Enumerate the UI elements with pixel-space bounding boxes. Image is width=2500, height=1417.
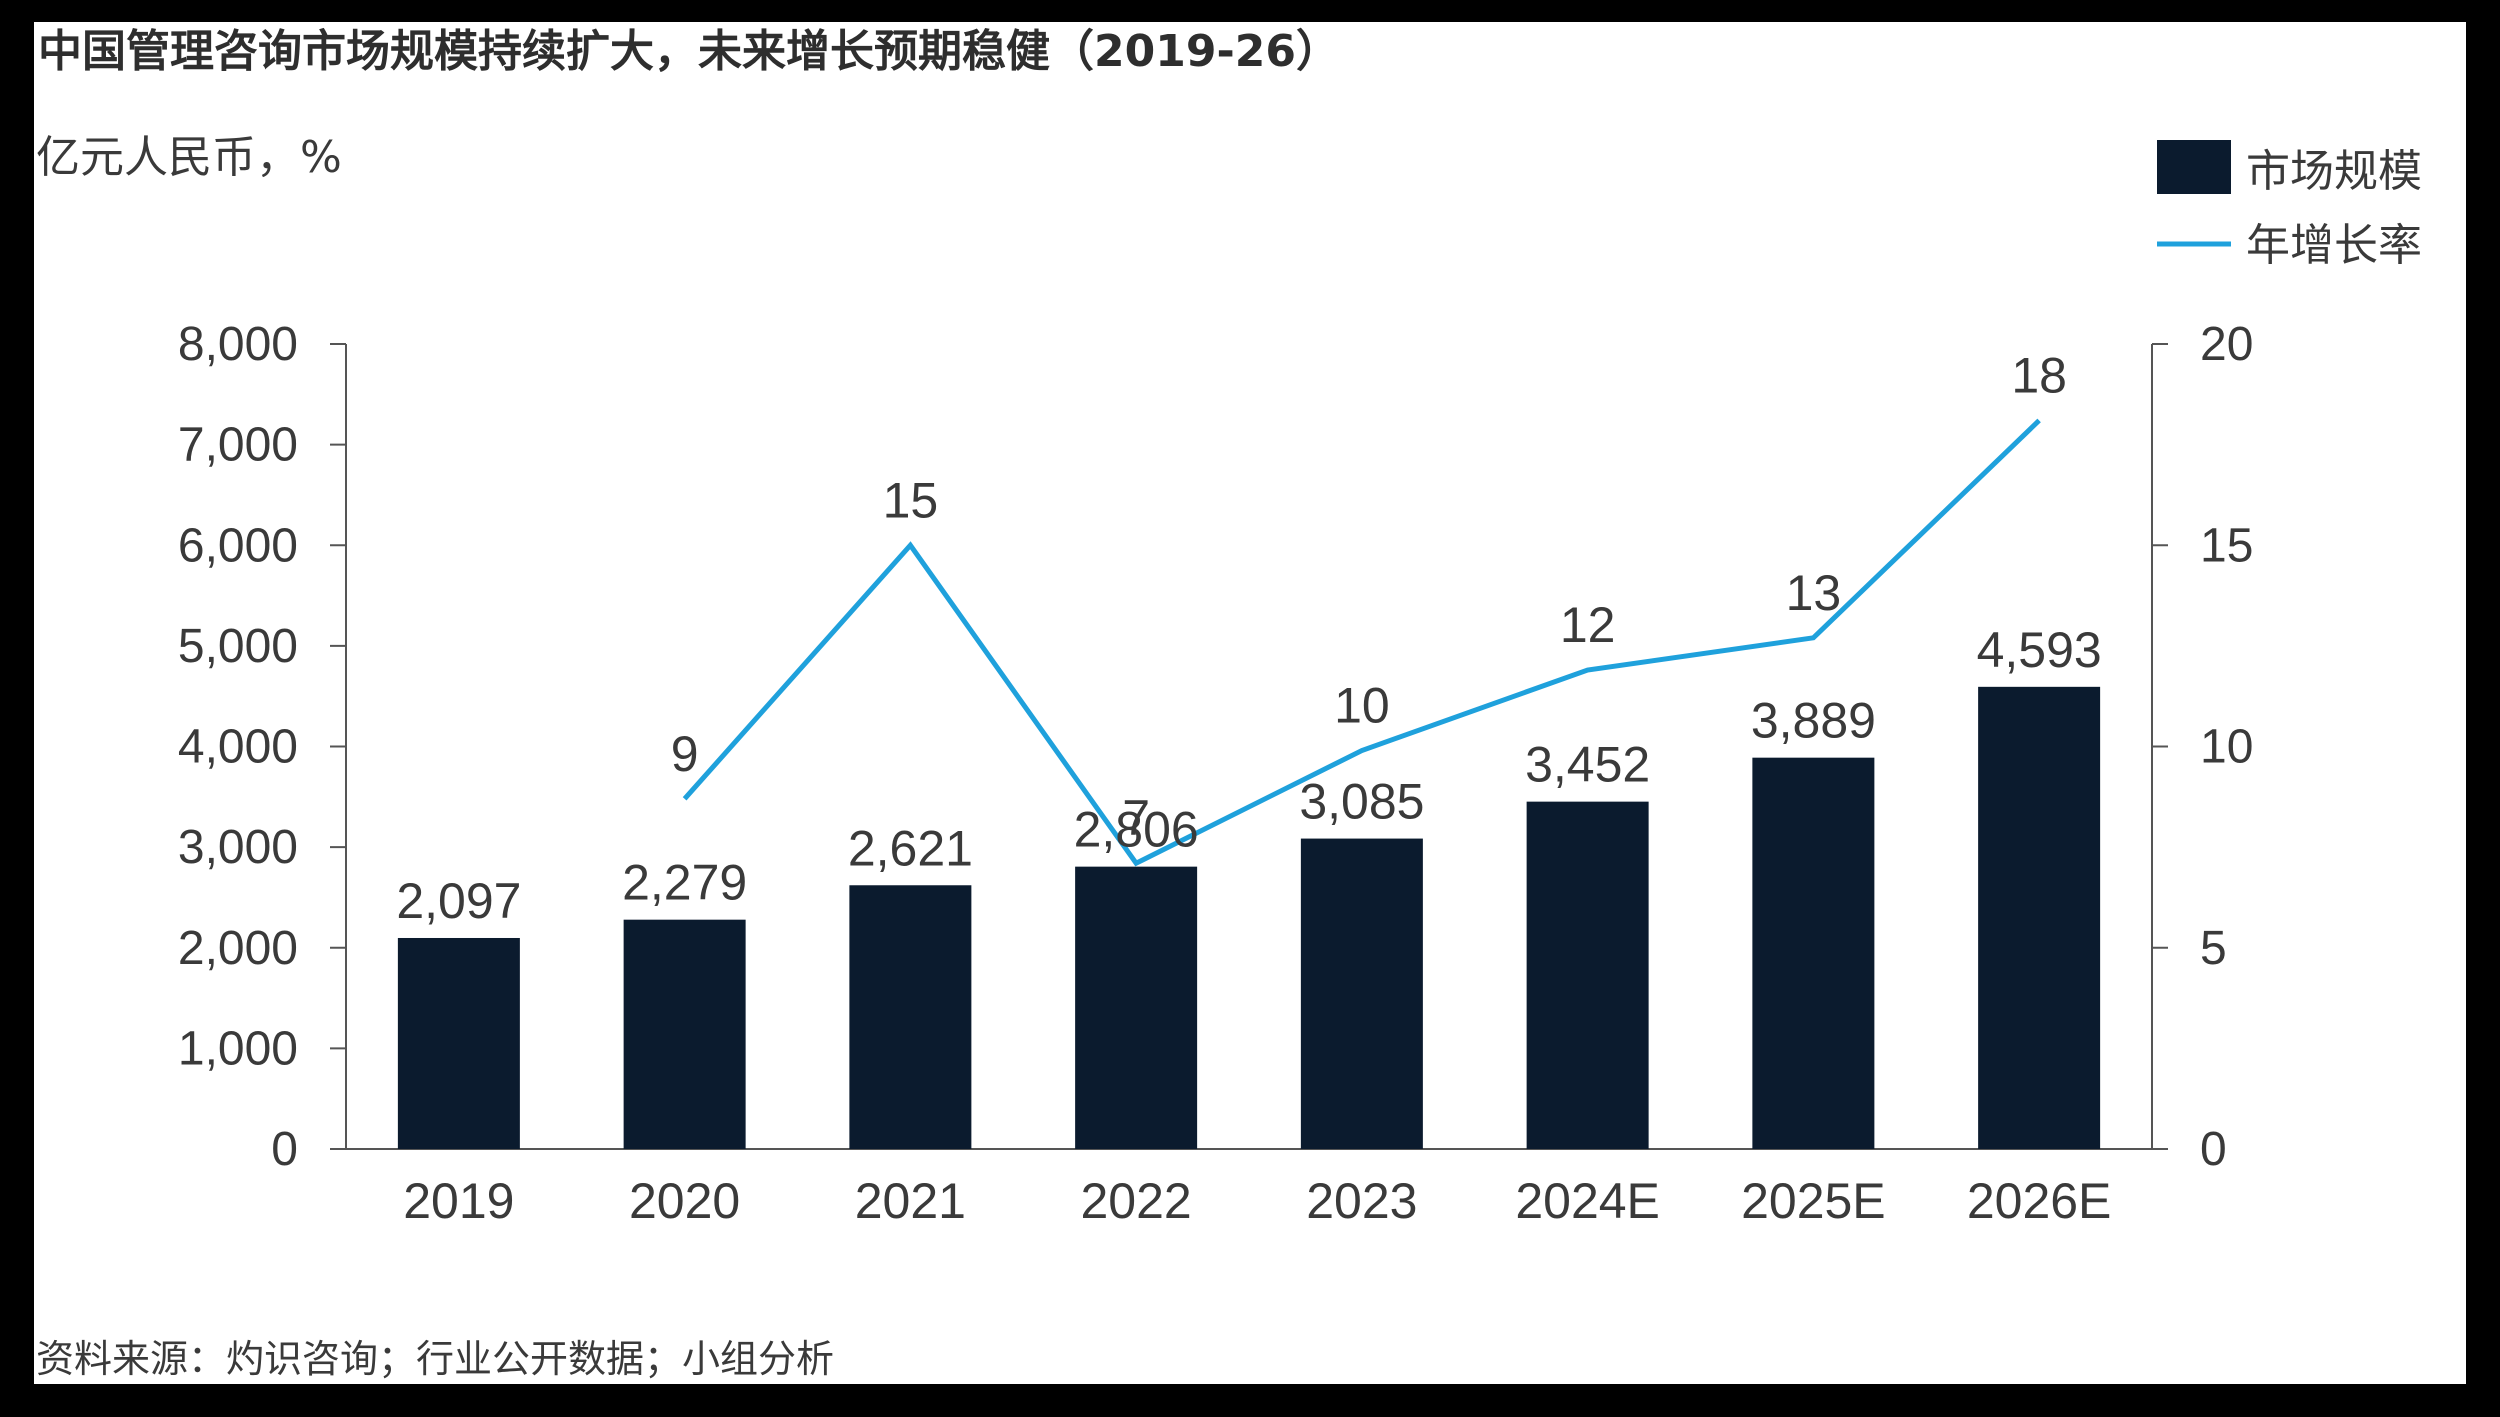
bar-value-label: 3,452: [1525, 737, 1650, 793]
growth-value-label: 18: [2011, 347, 2067, 403]
x-tick-label: 2022: [1081, 1173, 1192, 1229]
bar: [397, 937, 520, 1149]
y-left-tick-label: 4,000: [178, 721, 298, 774]
y-left-tick-label: 0: [271, 1123, 298, 1176]
bar: [1300, 838, 1423, 1149]
x-tick-label: 2020: [629, 1173, 740, 1229]
growth-line: [682, 418, 2041, 867]
chart-title: 中国管理咨询市场规模持续扩大，未来增长预期稳健（2019-26）: [38, 26, 1340, 77]
axes: 0 1,000 2,000 3,000 4,000 5,000 6,000 7,000 8,00…: [178, 318, 2254, 1229]
bar: [1978, 686, 2101, 1149]
growth-line-series: [682, 418, 2041, 867]
bar-value-label: 2,097: [396, 873, 521, 929]
x-tick-label: 2023: [1306, 1173, 1417, 1229]
bar-value-label: 4,593: [1977, 622, 2102, 678]
x-tick-label: 2019: [403, 1173, 514, 1229]
y-left-tick-label: 1,000: [178, 1022, 298, 1075]
bar-value-label: 2,279: [622, 855, 747, 911]
y-left-tick-label: 2,000: [178, 922, 298, 975]
y-left-tick-label: 3,000: [178, 821, 298, 874]
y-left-tick-label: 8,000: [178, 318, 298, 371]
bar-value-label: 2,806: [1074, 802, 1199, 858]
x-tick-label: 2024E: [1515, 1173, 1660, 1229]
y-right-tick-label: 0: [2200, 1123, 2227, 1176]
legend-bar-swatch: [2157, 140, 2231, 194]
growth-value-label: 12: [1560, 597, 1616, 653]
y-right-tick-label: 5: [2200, 922, 2227, 975]
bar: [849, 885, 972, 1149]
source-note: 资料来源：灼识咨询；行业公开数据；小组分析: [36, 1337, 834, 1381]
bar-value-label: 3,889: [1751, 693, 1876, 749]
chart: 中国管理咨询市场规模持续扩大，未来增长预期稳健（2019-26） 亿元人民币，%…: [36, 26, 2422, 1381]
bar-value-label: 2,621: [848, 820, 973, 876]
x-tick-label: 2026E: [1967, 1173, 2112, 1229]
legend-bar-label: 市场规模: [2246, 146, 2422, 197]
bar: [623, 919, 746, 1149]
y-right-tick-label: 10: [2200, 721, 2253, 774]
units-label: 亿元人民币，%: [36, 132, 342, 183]
growth-value-label: 9: [671, 726, 699, 782]
bar: [1752, 757, 1875, 1149]
growth-value-label: 13: [1786, 565, 1842, 621]
y-left-tick-label: 6,000: [178, 519, 298, 572]
growth-value-label: 10: [1334, 678, 1390, 734]
bar-series: [397, 686, 2101, 1149]
y-left-tick-label: 5,000: [178, 620, 298, 673]
growth-value-label: 15: [883, 472, 939, 528]
data-labels: 2,097 2,279 2,621 2,806 3,085 3,452 3,889 4,593…: [396, 347, 2101, 929]
bar-value-label: 3,085: [1299, 774, 1424, 830]
y-left-tick-label: 7,000: [178, 419, 298, 472]
x-tick-label: 2025E: [1741, 1173, 1886, 1229]
x-tick-label: 2021: [855, 1173, 966, 1229]
y-right-tick-label: 15: [2200, 519, 2253, 572]
y-right-tick-label: 20: [2200, 318, 2253, 371]
chart-card: 中国管理咨询市场规模持续扩大，未来增长预期稳健（2019-26） 亿元人民币，%…: [34, 22, 2466, 1384]
bar: [1526, 801, 1649, 1149]
legend-line-label: 年增长率: [2246, 220, 2422, 271]
bar: [1075, 866, 1198, 1149]
legend: 市场规模 年增长率: [2157, 140, 2422, 271]
growth-value-label: 7: [1122, 790, 1150, 846]
